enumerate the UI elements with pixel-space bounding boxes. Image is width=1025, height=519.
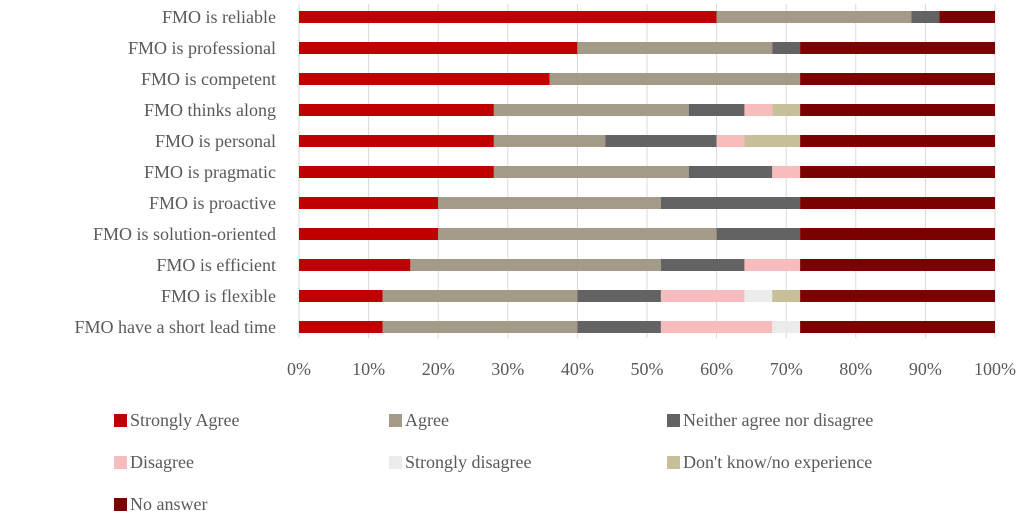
bar-segment (577, 321, 661, 333)
bar-segment (800, 321, 995, 333)
x-tick-label: 70% (770, 359, 803, 379)
x-tick-label: 0% (287, 359, 311, 379)
bar-segment (577, 42, 773, 54)
bar-segment (800, 135, 995, 147)
bar-segment (299, 259, 411, 271)
category-label: FMO is competent (141, 69, 276, 89)
bar-segment (772, 42, 801, 54)
category-label: FMO is professional (128, 38, 276, 58)
bar-segment (939, 11, 995, 23)
bar-segment (577, 290, 661, 302)
bar-segment (716, 135, 745, 147)
bar-segment (299, 166, 494, 178)
bar-segment (660, 321, 773, 333)
category-label: FMO is flexible (161, 286, 276, 306)
bar-segment (688, 166, 773, 178)
bar-segment (800, 73, 995, 85)
x-tick-label: 30% (491, 359, 524, 379)
bar-segment (410, 259, 661, 271)
bar-segment (744, 259, 801, 271)
bar-segment (772, 166, 801, 178)
category-label: FMO is efficient (156, 255, 276, 275)
x-tick-label: 80% (839, 359, 872, 379)
bar-segment (800, 104, 995, 116)
x-tick-label: 10% (352, 359, 385, 379)
x-tick-label: 100% (974, 359, 1016, 379)
category-label: FMO is solution-oriented (93, 224, 276, 244)
bar-segment (660, 259, 745, 271)
bar-segment (299, 228, 439, 240)
bar-segment (493, 104, 689, 116)
bar-segment (299, 104, 494, 116)
bar-segment (800, 290, 995, 302)
x-tick-label: 40% (561, 359, 594, 379)
bar-segment (800, 166, 995, 178)
bar-segment (800, 42, 995, 54)
category-label: FMO is proactive (149, 193, 276, 213)
bar-segment (772, 104, 801, 116)
bar-segment (772, 290, 801, 302)
x-tick-label: 90% (909, 359, 942, 379)
bar-segment (800, 228, 995, 240)
bar-segment (382, 321, 578, 333)
bar-segment (744, 135, 801, 147)
category-label: FMO thinks along (144, 100, 276, 120)
category-labels: FMO is reliable FMO is professional FMO is… (75, 7, 276, 337)
bar-segment (493, 135, 606, 147)
bar-segment (299, 42, 578, 54)
bar-segment (299, 197, 439, 209)
bar-segment (605, 135, 717, 147)
category-label: FMO is personal (155, 131, 276, 151)
bar-segment (438, 228, 717, 240)
bar-segment (299, 135, 494, 147)
bar-segment (299, 321, 383, 333)
category-label: FMO is reliable (162, 7, 276, 27)
bar-segment (299, 290, 383, 302)
bar-segment (549, 73, 801, 85)
bar-segment (299, 73, 550, 85)
bar-segment (800, 259, 995, 271)
category-label: FMO have a short lead time (75, 317, 276, 337)
bar-segment (716, 11, 912, 23)
category-label: FMO is pragmatic (144, 162, 276, 182)
bar-segment (744, 104, 773, 116)
bar-segment (688, 104, 745, 116)
x-tick-label: 20% (422, 359, 455, 379)
bar-segment (744, 290, 773, 302)
x-tick-label: 60% (700, 359, 733, 379)
bar-segment (660, 197, 801, 209)
bar-segment (493, 166, 689, 178)
bar-segment (660, 290, 745, 302)
bar-segment (438, 197, 661, 209)
bar-segment (382, 290, 578, 302)
x-tick-label: 50% (631, 359, 664, 379)
bar-segment (911, 11, 940, 23)
bar-segment (800, 197, 995, 209)
bar-segment (716, 228, 801, 240)
bar-segment (772, 321, 801, 333)
bar-segments (299, 11, 995, 333)
bar-segment (299, 11, 717, 23)
x-tick-labels: 0% 10% 20% 30% 40% 50% 60% 70% 80% 90% 100% (287, 359, 1016, 379)
